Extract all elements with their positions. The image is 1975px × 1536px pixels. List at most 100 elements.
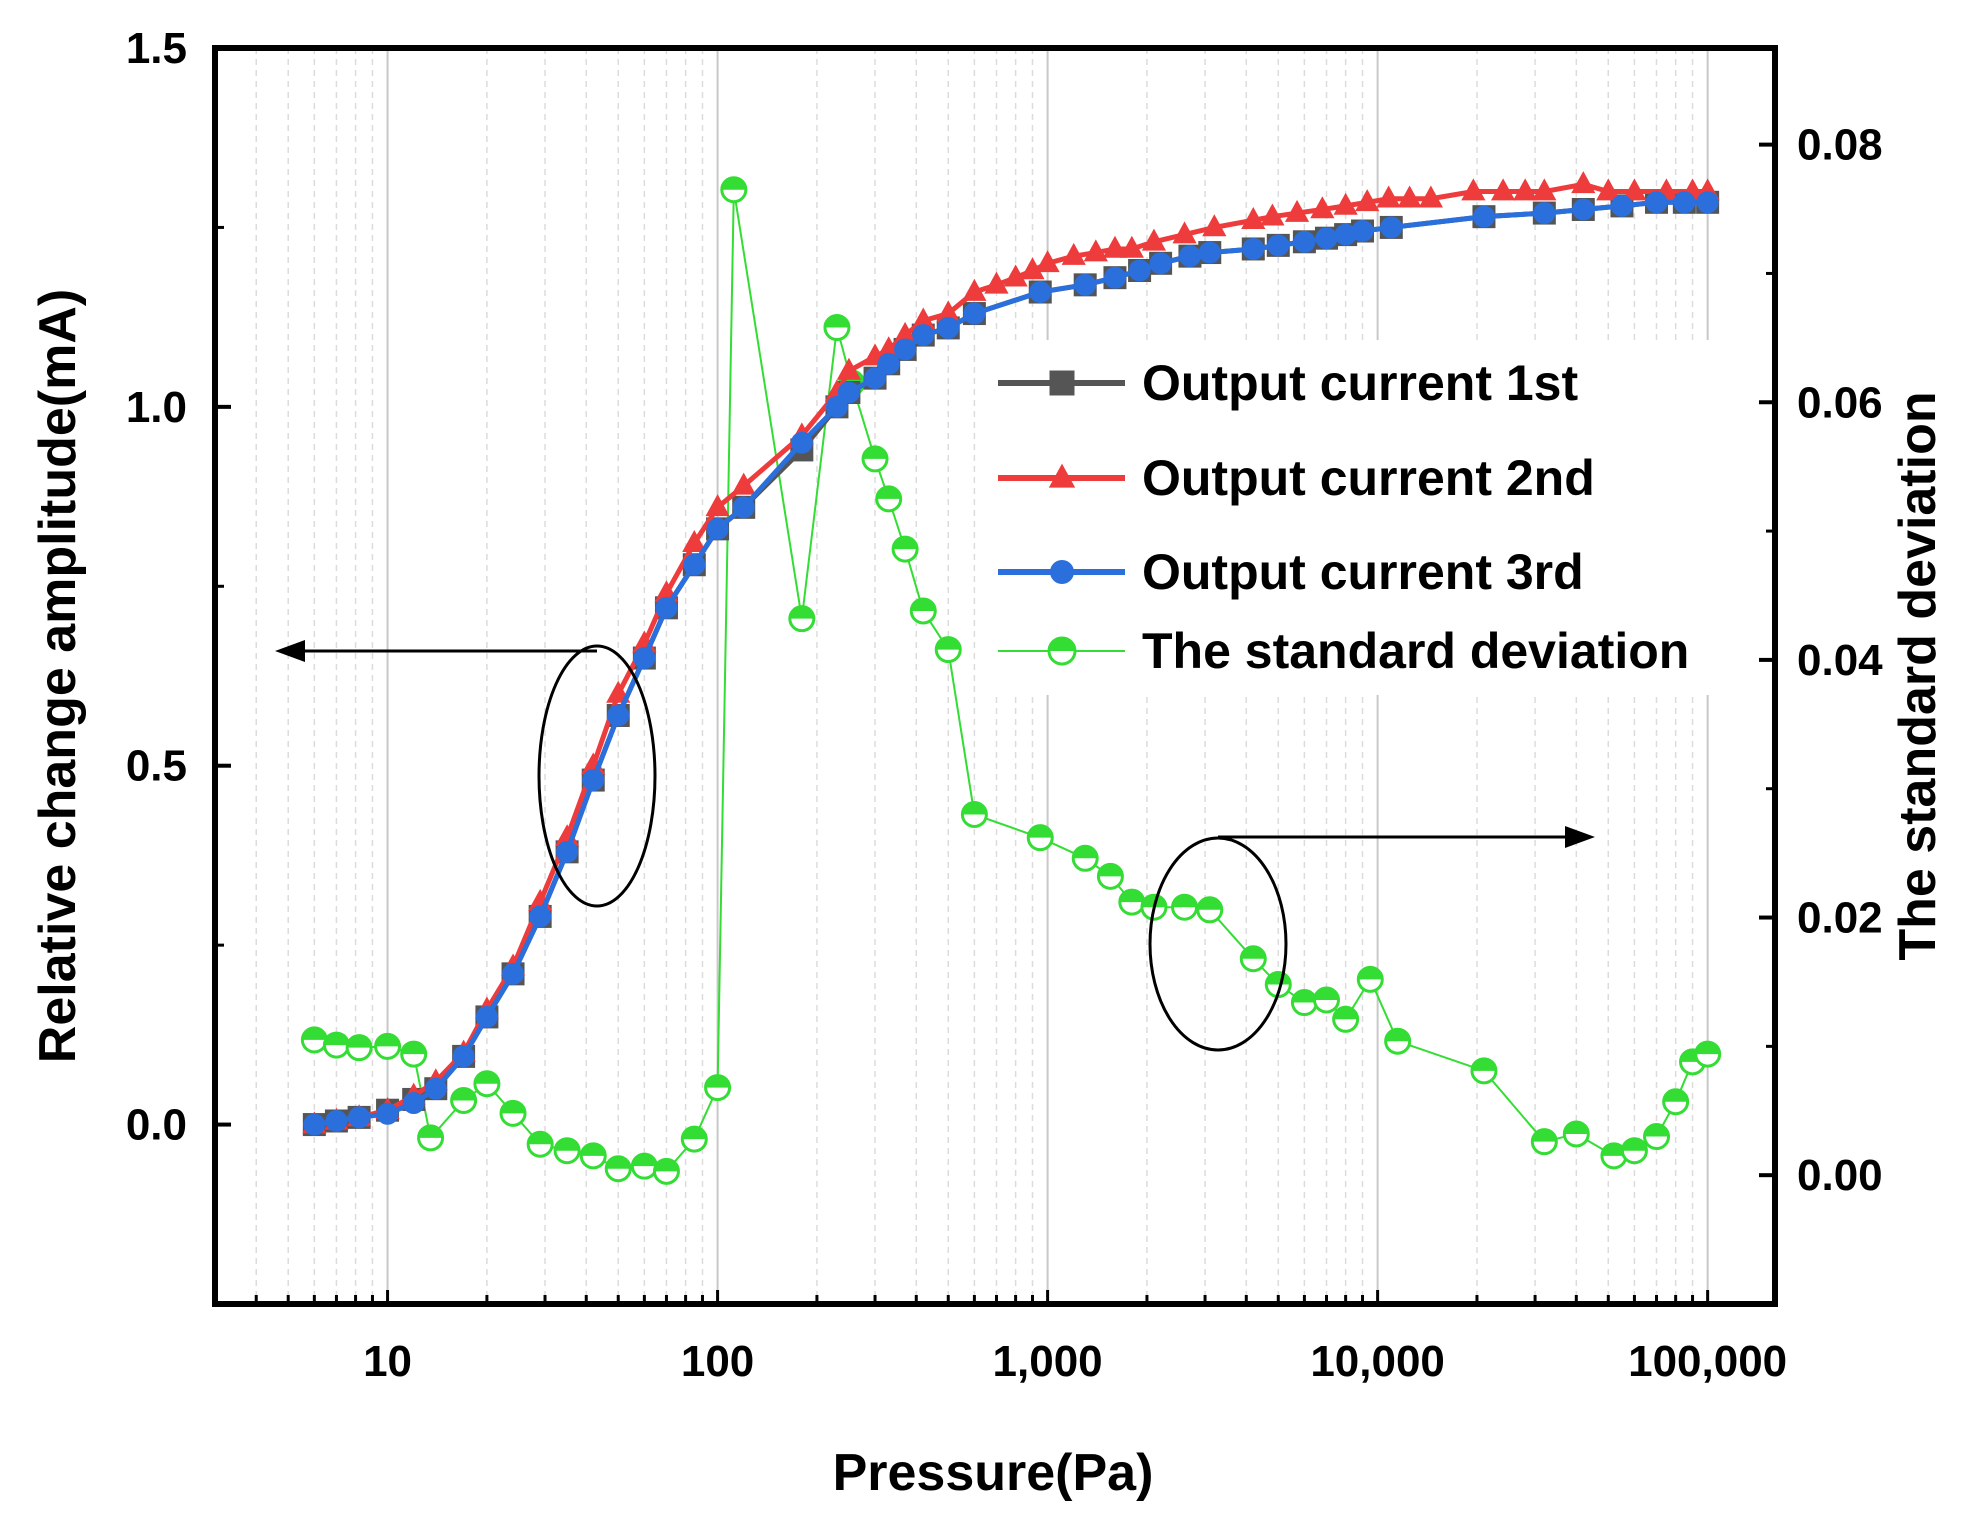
- the-standard-deviation-point: [417, 1124, 445, 1152]
- output-current-3rd-point: [1673, 191, 1696, 214]
- legend-label-output-current-2nd: Output current 2nd: [1142, 450, 1595, 506]
- the-standard-deviation-point: [1071, 844, 1099, 872]
- output-current-2nd-point: [1376, 185, 1401, 208]
- the-standard-deviation-point: [553, 1137, 581, 1165]
- the-standard-deviation-point: [875, 485, 903, 513]
- output-current-2nd-point: [1035, 250, 1060, 273]
- output-current-3rd-point: [1351, 220, 1374, 243]
- y-tick-label: 1.0: [126, 383, 187, 432]
- the-standard-deviation-point: [499, 1099, 527, 1127]
- the-standard-deviation-point: [1312, 986, 1340, 1014]
- the-standard-deviation-point: [1356, 965, 1384, 993]
- the-standard-deviation-point: [1643, 1123, 1671, 1151]
- output-current-2nd-point: [911, 307, 936, 330]
- the-standard-deviation-point: [1140, 893, 1168, 921]
- output-current-3rd-point: [894, 338, 917, 361]
- y-tick-label: 1.5: [126, 24, 187, 73]
- y-tick-label: 0.0: [126, 1101, 187, 1150]
- the-standard-deviation-point: [345, 1034, 373, 1062]
- output-current-2nd-point: [1172, 221, 1197, 244]
- the-standard-deviation-point: [630, 1152, 658, 1180]
- output-current-2nd-point: [936, 300, 961, 323]
- output-current-3rd-point: [303, 1113, 326, 1136]
- the-standard-deviation-point: [1600, 1142, 1628, 1170]
- annotations: [275, 640, 1595, 1052]
- legend-swatch-marker-output-current-1st: [1049, 370, 1075, 396]
- the-standard-deviation-point: [1694, 1040, 1722, 1068]
- the-standard-deviation-point: [374, 1032, 402, 1060]
- series-layer: [300, 171, 1722, 1185]
- output-current-3rd-point: [1315, 227, 1338, 250]
- legend-background: [990, 340, 1750, 695]
- the-standard-deviation-point: [652, 1157, 680, 1185]
- output-current-3rd-point: [1029, 281, 1052, 304]
- the-standard-deviation-point: [1118, 888, 1146, 916]
- the-standard-deviation-point: [1620, 1137, 1648, 1165]
- output-current-2nd-point: [1202, 214, 1227, 237]
- the-standard-deviation-point: [788, 605, 816, 633]
- output-current-3rd-point: [1178, 245, 1201, 268]
- output-current-2nd-point: [1260, 203, 1285, 226]
- the-standard-deviation-point: [300, 1026, 328, 1054]
- output-current-3rd-point: [837, 381, 860, 404]
- output-current-3rd-point: [937, 316, 960, 339]
- y2-tick-label: 0.06: [1797, 378, 1883, 427]
- output-current-3rd-point: [633, 647, 656, 670]
- y-tick-label: 0.5: [126, 742, 187, 791]
- the-standard-deviation-point: [1290, 989, 1318, 1017]
- output-current-2nd-point: [705, 494, 730, 517]
- output-current-2nd-point: [1061, 242, 1086, 265]
- legend-label-the-standard-deviation: The standard deviation: [1142, 623, 1689, 679]
- output-current-3rd-point: [424, 1077, 447, 1100]
- x-tick-label: 100: [681, 1337, 754, 1386]
- legend-swatch-marker-output-current-2nd: [1048, 463, 1076, 488]
- y2-tick-label: 0.00: [1797, 1151, 1883, 1200]
- output-current-2nd-point: [1461, 178, 1486, 201]
- output-current-3rd-point: [1533, 202, 1556, 225]
- y2-axis-title: The standard deviation: [1889, 391, 1947, 960]
- the-standard-deviation-point: [823, 314, 851, 342]
- the-standard-deviation-point: [1384, 1027, 1412, 1055]
- y-axis-title: Relative change amplitude(mA): [29, 289, 87, 1063]
- the-standard-deviation-point: [473, 1070, 501, 1098]
- the-standard-deviation-point: [891, 535, 919, 563]
- output-current-3rd-point: [655, 596, 678, 619]
- legend-swatch-marker-output-current-3rd: [1050, 560, 1074, 584]
- output-current-2nd-point: [1513, 178, 1538, 201]
- output-current-3rd-point: [1242, 237, 1265, 260]
- y2-tick-label: 0.08: [1797, 121, 1883, 170]
- output-current-2nd-point: [1490, 178, 1516, 201]
- output-current-2nd-point: [1622, 178, 1647, 201]
- output-current-3rd-point: [529, 905, 552, 928]
- output-current-2nd-point: [1397, 185, 1422, 208]
- output-current-2nd-point: [1310, 196, 1335, 219]
- x-tick-label: 10: [363, 1337, 412, 1386]
- output-current-2nd-point: [731, 472, 756, 495]
- output-current-3rd-point: [864, 367, 887, 390]
- output-current-3rd-point: [1380, 216, 1403, 239]
- the-standard-deviation-point: [1096, 862, 1124, 890]
- the-standard-deviation-point: [450, 1086, 478, 1114]
- the-standard-deviation-point: [1332, 1005, 1360, 1033]
- output-current-3rd-point: [1334, 223, 1357, 246]
- the-standard-deviation-point: [1239, 945, 1267, 973]
- left-arrow-head-icon: [275, 640, 305, 662]
- output-current-3rd-point: [790, 431, 813, 454]
- output-current-3rd-point: [1572, 198, 1595, 221]
- output-current-2nd-point: [1119, 235, 1144, 258]
- output-current-3rd-point: [1267, 234, 1290, 257]
- the-standard-deviation-point: [604, 1155, 632, 1183]
- output-current-2nd-point: [1571, 171, 1596, 194]
- output-current-3rd-point: [912, 324, 935, 347]
- legend-swatch-marker-the-standard-deviation: [1047, 636, 1077, 666]
- output-current-3rd-point: [402, 1092, 425, 1115]
- the-standard-deviation-point: [322, 1031, 350, 1059]
- the-standard-deviation-point: [680, 1125, 708, 1153]
- output-current-3rd-point: [1128, 259, 1151, 282]
- output-current-3rd-point: [706, 517, 729, 540]
- output-current-3rd-point: [877, 352, 900, 375]
- the-standard-deviation-point: [400, 1040, 428, 1068]
- output-current-3rd-point: [582, 769, 605, 792]
- y2-tick-label: 0.02: [1797, 894, 1883, 943]
